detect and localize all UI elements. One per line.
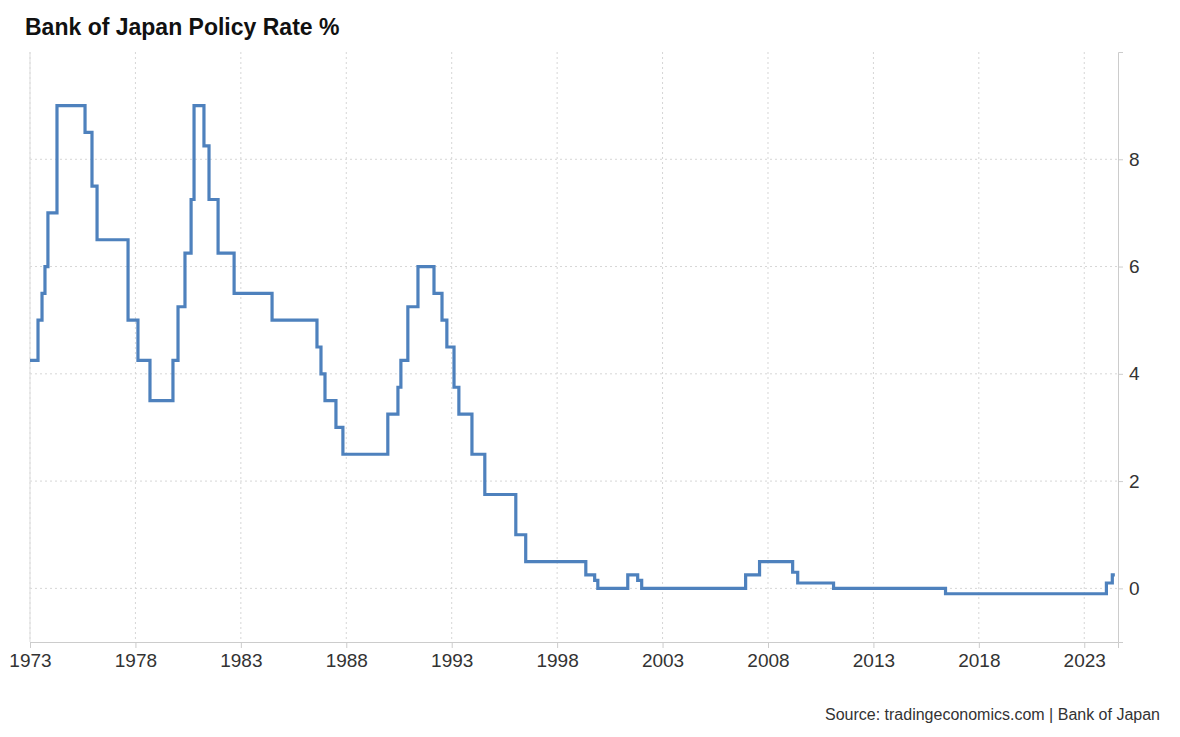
series-line: [30, 106, 1115, 594]
y-tick-label: 6: [1129, 256, 1140, 277]
x-axis-line: [31, 643, 1119, 649]
grid-line-x: [346, 52, 347, 642]
x-tick: 1973: [9, 642, 51, 671]
y-tick: 0: [1118, 578, 1140, 599]
frame-left: [30, 52, 31, 642]
x-axis: 1973 1978 1983 1988 1993 1998 2003 2008 2013 2018…: [9, 642, 1118, 671]
x-tick: 1993: [431, 642, 473, 671]
y-tick-label: 0: [1129, 578, 1140, 599]
grid-line-y: [30, 588, 1118, 589]
chart: Bank of Japan Policy Rate % Source: tradi…: [0, 0, 1180, 737]
x-tick-label: 2018: [958, 650, 1000, 671]
x-tick-label: 1983: [220, 650, 262, 671]
y-tick-label: 8: [1129, 149, 1140, 170]
x-tick-label: 1978: [115, 650, 157, 671]
x-tick-mark: [768, 642, 769, 648]
x-tick-mark: [30, 642, 31, 648]
grid-line-x: [557, 52, 558, 642]
x-tick-mark: [1084, 642, 1085, 648]
x-tick: 2008: [747, 642, 789, 671]
y-axis-line: [1119, 53, 1124, 643]
y-tick-mark: [1118, 374, 1123, 375]
y-axis: 0 2 4 6 8: [1118, 53, 1140, 643]
x-tick: 2023: [1064, 642, 1106, 671]
grid-line-y: [30, 373, 1118, 374]
y-tick-mark: [1118, 481, 1123, 482]
grid-line-x: [240, 52, 241, 642]
plot-area: [30, 106, 1115, 594]
title: Bank of Japan Policy Rate %: [25, 14, 339, 40]
x-tick: 2013: [853, 642, 895, 671]
x-tick-label: 1973: [9, 650, 51, 671]
x-tick-label: 1988: [326, 650, 368, 671]
grid-line-x: [30, 52, 31, 642]
x-tick-label: 1993: [431, 650, 473, 671]
y-tick: 6: [1118, 256, 1140, 277]
x-tick-mark: [241, 642, 242, 648]
x-tick: 1978: [115, 642, 157, 671]
x-tick-label: 2023: [1064, 650, 1106, 671]
source: Source: tradingeconomics.com | Bank of J…: [825, 706, 1160, 723]
y-tick: 2: [1118, 471, 1140, 492]
x-tick-label: 2008: [747, 650, 789, 671]
y-tick: 8: [1118, 149, 1140, 170]
grid-line-y: [30, 481, 1118, 482]
x-tick: 1998: [536, 642, 578, 671]
x-tick-mark: [663, 642, 664, 648]
x-tick-mark: [979, 642, 980, 648]
y-tick-label: 2: [1129, 471, 1140, 492]
x-tick-label: 2013: [853, 650, 895, 671]
y-tick-label: 4: [1129, 363, 1140, 384]
x-tick: 1983: [220, 642, 262, 671]
x-tick-mark: [557, 642, 558, 648]
grid-line-x: [1084, 52, 1085, 642]
y-tick-mark: [1118, 159, 1123, 160]
y-tick: 4: [1118, 363, 1140, 384]
grid: [30, 52, 1118, 642]
x-tick: 2003: [642, 642, 684, 671]
x-tick: 2018: [958, 642, 1000, 671]
x-tick-label: 1998: [536, 650, 578, 671]
grid-line-x: [978, 52, 979, 642]
grid-line-x: [135, 52, 136, 642]
grid-line-y: [30, 266, 1118, 267]
x-tick-label: 2003: [642, 650, 684, 671]
grid-line-x: [662, 52, 663, 642]
x-tick-mark: [452, 642, 453, 648]
x-tick-mark: [346, 642, 347, 648]
grid-line-x: [873, 52, 874, 642]
x-tick-mark: [135, 642, 136, 648]
x-tick: 1988: [326, 642, 368, 671]
x-tick-mark: [873, 642, 874, 648]
y-tick-mark: [1118, 267, 1123, 268]
grid-line-x: [767, 52, 768, 642]
y-tick-mark: [1118, 588, 1123, 589]
